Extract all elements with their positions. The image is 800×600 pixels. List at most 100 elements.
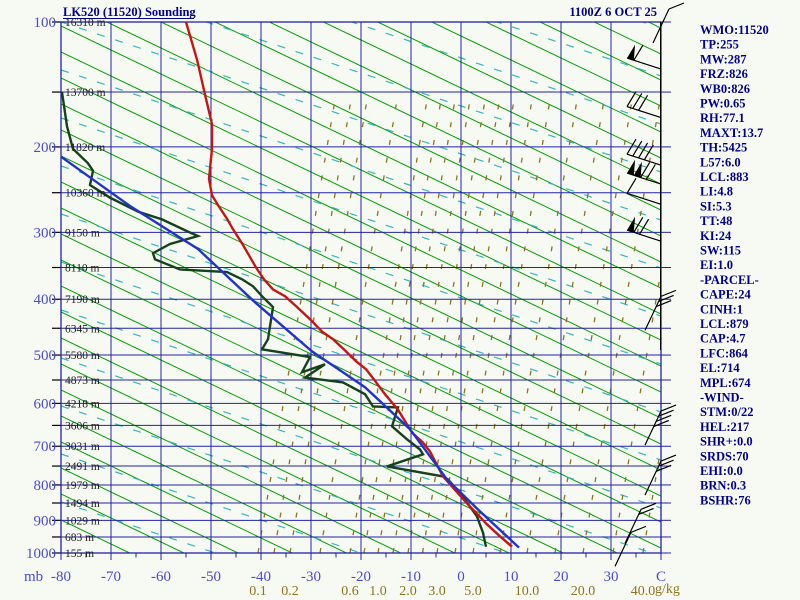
stat-line: FRZ:826 (700, 67, 748, 81)
barb-feather (658, 294, 674, 303)
height-label: 2491 m (65, 461, 100, 473)
wind-barbs (614, 2, 685, 567)
mixing-ratio-line (273, 94, 353, 553)
stat-line: LI:4.8 (700, 185, 733, 199)
pressure-unit-label: mb (24, 569, 43, 585)
mixing-ratio-line (319, 94, 399, 553)
wind-barb (626, 138, 662, 166)
mixing-ratio-line (472, 94, 552, 553)
stat-line: CAPE:24 (700, 288, 751, 302)
stat-line: MAXT:13.7 (700, 126, 763, 140)
mixing-ratio-label: 20.0 (571, 584, 596, 599)
temp-tick-label: 30 (604, 569, 619, 585)
pressure-tick-label: 1000 (26, 546, 56, 562)
stat-line: TT:48 (700, 214, 732, 228)
temp-tick-label: -80 (51, 569, 71, 585)
height-label: 8110 m (65, 262, 99, 274)
barb-feather (660, 454, 677, 462)
height-label: 11820 m (65, 142, 105, 154)
stats-panel: WMO:11520TP:255MW:287FRZ:826WB0:826PW:0.… (700, 23, 769, 507)
barb-feather (632, 93, 643, 109)
stat-line: RH:77.1 (700, 111, 745, 125)
barb-staff (644, 296, 662, 331)
height-label: 13700 m (65, 87, 106, 99)
height-label: 1494 m (65, 498, 100, 510)
wind-barb (626, 44, 662, 70)
barb-feather (655, 414, 672, 422)
mixing-ratio-line (526, 94, 606, 553)
barb-feather (660, 289, 677, 297)
barb-feather (633, 44, 644, 61)
barb-feather (653, 419, 670, 427)
wind-barb (624, 502, 657, 544)
stat-line: MPL:674 (700, 376, 751, 390)
mixing-ratio-label: 0.1 (249, 584, 267, 599)
stat-line: SRDS:70 (700, 449, 749, 463)
wind-barb (644, 289, 677, 331)
height-label: 10360 m (65, 188, 106, 200)
height-label: 16310 m (65, 17, 106, 29)
stat-line: WMO:11520 (700, 23, 769, 37)
barb-staff (644, 460, 662, 496)
wind-barb (626, 91, 662, 119)
barb-staff (626, 192, 662, 205)
stat-line: PW:0.65 (700, 97, 745, 111)
height-label: 9150 m (65, 227, 100, 239)
barb-feather (638, 95, 649, 111)
mixing-ratio-label: 2.0 (399, 584, 417, 599)
reference-lines (61, 22, 661, 553)
barb-feather (638, 507, 654, 516)
barb-feather (626, 178, 637, 194)
temp-tick-label: 0 (457, 569, 465, 585)
mixing-ratio-label: 1.0 (369, 584, 387, 599)
temp-tick-label: 10 (504, 569, 519, 585)
height-label: 1979 m (65, 480, 100, 492)
mixing-ratio-label: 3.0 (428, 584, 446, 599)
barb-pennant (627, 44, 636, 61)
grid (52, 21, 671, 560)
temp-tick-label: 20 (554, 569, 569, 585)
height-label: 5580 m (65, 350, 100, 362)
temp-tick-label: -50 (201, 569, 221, 585)
pressure-tick-label: 600 (34, 396, 57, 412)
pressure-tick-label: 700 (34, 439, 57, 455)
height-label: 3606 m (65, 420, 100, 432)
mixing-ratio-line (454, 94, 534, 553)
mixing-unit-label: g/kg (655, 582, 680, 597)
barb-feather (638, 142, 649, 159)
mixing-ratio-line (499, 94, 579, 553)
barb-feather (630, 525, 647, 533)
mixing-ratio-label: 10.0 (515, 584, 540, 599)
temp-unit-label: C (656, 569, 666, 585)
wind-barb (652, 2, 685, 44)
barb-feather (640, 162, 651, 178)
pressure-tick-label: 200 (34, 140, 57, 156)
stat-line: CINH:1 (700, 302, 743, 316)
height-label: 683 m (65, 532, 94, 544)
wind-barb (626, 216, 662, 242)
stat-line: TP:255 (700, 38, 739, 52)
height-label: 3031 m (65, 441, 100, 453)
height-label: 6345 m (65, 323, 100, 335)
pressure-tick-label: 900 (34, 513, 57, 529)
barb-pennant (633, 161, 642, 178)
barb-feather (626, 138, 637, 155)
temp-tick-label: -10 (401, 569, 421, 585)
temp-tick-label: -20 (351, 569, 371, 585)
barb-feather (640, 502, 657, 510)
stat-line: KI:24 (700, 229, 732, 243)
temp-tick-label: -40 (251, 569, 271, 585)
mixing-ratio-label: 5.0 (464, 584, 482, 599)
pressure-tick-label: 800 (34, 478, 57, 494)
temperature-trace (184, 22, 513, 548)
chart-datetime: 1100Z 6 OCT 25 (569, 5, 657, 19)
barb-feather (643, 144, 654, 161)
pressure-tick-label: 500 (34, 348, 57, 364)
barb-feather (632, 140, 643, 157)
mixing-ratio-line (612, 266, 661, 553)
stat-line: SI:5.3 (700, 199, 732, 213)
stat-line: L57:6.0 (700, 155, 741, 169)
barb-pennant (627, 216, 636, 233)
stat-line: STM:0/22 (700, 405, 753, 419)
